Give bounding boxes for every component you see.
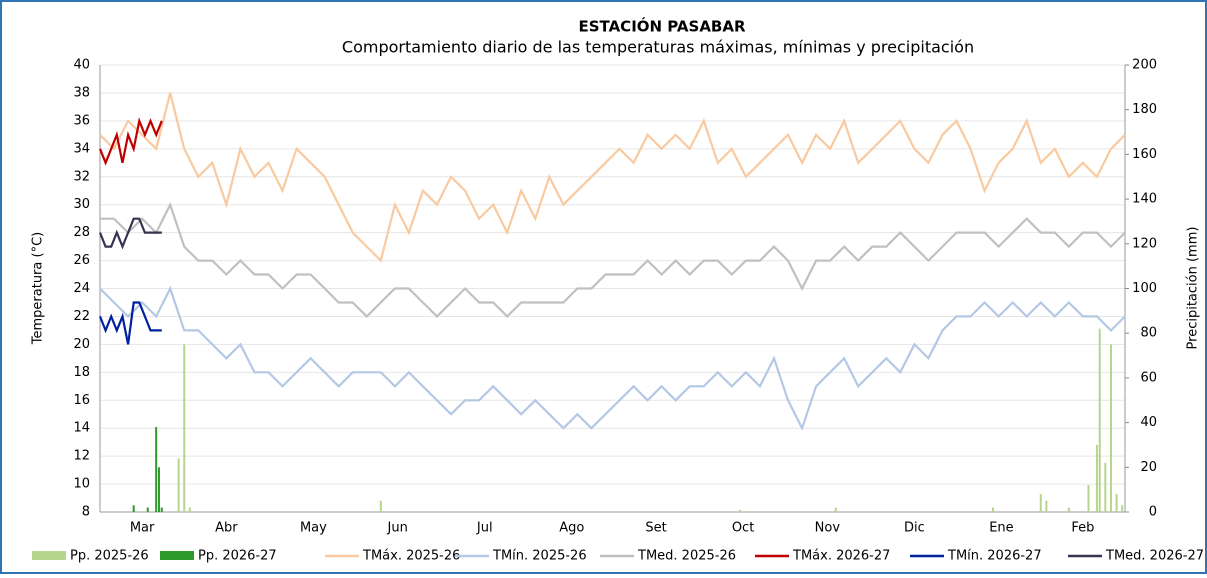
y2-tick-label: 140	[1132, 192, 1157, 207]
x-tick-label: Nov	[815, 521, 841, 536]
legend-label: Pp. 2026-27	[198, 549, 277, 564]
y-tick-label: 36	[73, 113, 90, 128]
x-tick-label: May	[300, 521, 327, 536]
y2-tick-label: 40	[1140, 415, 1157, 430]
y-tick-label: 30	[73, 197, 90, 212]
legend-label: TMín. 2026-27	[947, 549, 1042, 564]
y2-tick-label: 120	[1132, 236, 1157, 251]
legend-swatch	[160, 551, 194, 560]
legend-label: TMín. 2025-26	[492, 549, 587, 564]
x-tick-label: Ago	[559, 521, 584, 536]
legend-label: TMáx. 2025-26	[362, 549, 460, 564]
y-tick-label: 18	[73, 365, 90, 380]
line	[98, 301, 162, 345]
line	[99, 285, 1126, 432]
y2-axis-label: Precipitación (mm)	[1186, 227, 1201, 350]
y2-tick-label: 60	[1140, 370, 1157, 385]
bar	[177, 458, 180, 512]
x-tick-label: Ene	[989, 521, 1013, 536]
bar	[1109, 344, 1112, 512]
line	[98, 217, 162, 250]
y-tick-label: 40	[73, 58, 90, 73]
chart-subtitle: Comportamiento diario de las temperatura…	[342, 38, 974, 57]
y2-tick-label: 200	[1132, 58, 1157, 73]
y-tick-label: 22	[73, 309, 90, 324]
bar	[1098, 328, 1101, 512]
line	[98, 117, 163, 166]
y2-tick-label: 20	[1140, 460, 1157, 475]
y-tick-label: 26	[73, 253, 90, 268]
x-tick-label: Oct	[732, 521, 754, 536]
legend-label: Pp. 2025-26	[70, 549, 149, 564]
y-tick-label: 38	[73, 85, 90, 100]
y2-tick-label: 80	[1140, 326, 1157, 341]
x-tick-label: Jun	[387, 521, 408, 536]
y-tick-label: 20	[73, 337, 90, 352]
x-tick-label: Set	[645, 521, 666, 536]
chart-title: ESTACIÓN PASABAR	[578, 17, 746, 36]
bar	[1095, 444, 1098, 512]
y2-tick-label: 180	[1132, 102, 1157, 117]
legend-label: TMáx. 2026-27	[792, 549, 890, 564]
bar	[188, 507, 191, 512]
x-tick-label: Jul	[476, 521, 493, 536]
x-tick-label: Mar	[130, 521, 155, 536]
bar	[132, 505, 135, 512]
legend-swatch	[32, 551, 66, 560]
bar	[157, 467, 160, 512]
bar	[1039, 494, 1042, 512]
bar	[1121, 505, 1124, 512]
bar	[1115, 494, 1118, 512]
bar	[1104, 462, 1107, 512]
bar	[1045, 500, 1048, 512]
bar	[379, 500, 382, 512]
y-tick-label: 8	[82, 505, 90, 520]
bar	[160, 507, 163, 512]
y-tick-label: 24	[73, 281, 90, 296]
legend-label: TMed. 2025-26	[637, 549, 736, 564]
y-tick-label: 14	[73, 421, 90, 436]
y2-tick-label: 100	[1132, 281, 1157, 296]
y-tick-label: 10	[73, 477, 90, 492]
x-tick-label: Dic	[904, 521, 925, 536]
line	[99, 92, 1126, 263]
legend-label: TMed. 2026-27	[1105, 549, 1204, 564]
bar	[155, 427, 158, 512]
y-tick-label: 16	[73, 393, 90, 408]
x-tick-label: Abr	[215, 521, 238, 536]
bar	[1067, 507, 1070, 512]
y-tick-label: 28	[73, 225, 90, 240]
bar	[183, 344, 186, 512]
y2-tick-label: 160	[1132, 147, 1157, 162]
bar	[739, 509, 742, 512]
y2-tick-label: 0	[1149, 505, 1157, 520]
bar	[992, 507, 995, 512]
bar	[834, 507, 837, 512]
y-axis-label: Temperatura (°C)	[31, 232, 46, 345]
bar	[146, 507, 149, 512]
bar	[1087, 485, 1090, 512]
y-tick-label: 34	[73, 141, 90, 156]
line	[100, 201, 1126, 318]
y-tick-label: 32	[73, 169, 90, 184]
x-tick-label: Feb	[1071, 521, 1094, 536]
y-tick-label: 12	[73, 449, 90, 464]
